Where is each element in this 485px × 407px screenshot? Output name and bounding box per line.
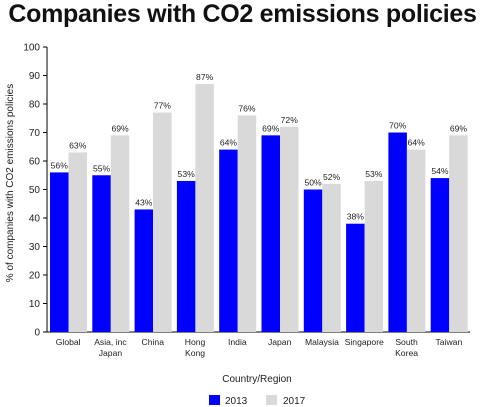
- x-tick-label: Hong Kong: [185, 337, 206, 358]
- y-tick-label: 60: [29, 157, 41, 168]
- data-label: 50%: [304, 178, 322, 188]
- y-tick-label: 30: [29, 242, 41, 253]
- bar-2013: [50, 172, 69, 332]
- y-tick-label: 20: [29, 271, 41, 282]
- x-tick-label-line: South: [395, 337, 418, 347]
- x-tick-label-line: Japan: [268, 337, 292, 347]
- x-tick-label-line: India: [228, 337, 247, 347]
- data-label: 52%: [323, 172, 341, 182]
- y-tick-label: 90: [29, 71, 41, 82]
- data-label: 64%: [408, 138, 426, 148]
- data-label: 53%: [178, 169, 196, 179]
- y-tick-label: 50: [29, 185, 41, 196]
- data-label: 76%: [238, 103, 256, 113]
- x-tick-label: Global: [56, 337, 81, 347]
- x-tick-label: Taiwan: [435, 337, 462, 347]
- bar-2013: [261, 135, 280, 332]
- x-tick-label: Japan: [268, 337, 292, 347]
- y-tick-label: 0: [34, 328, 40, 339]
- data-label: 64%: [220, 138, 238, 148]
- x-tick-label-line: Japan: [99, 348, 123, 358]
- x-tick-label-line: Singapore: [345, 337, 384, 347]
- bar-2017: [153, 112, 172, 332]
- bar-2017: [322, 183, 341, 332]
- data-label: 87%: [196, 72, 214, 82]
- x-tick-label-line: Hong: [185, 337, 206, 347]
- legend: 2013 2017: [209, 395, 306, 407]
- x-tick-label-line: Korea: [395, 348, 418, 358]
- x-tick-label: South Korea: [395, 337, 418, 358]
- bar-2013: [92, 175, 111, 332]
- y-tick-label: 100: [23, 43, 40, 54]
- x-tick-label-line: Kong: [185, 348, 205, 358]
- x-tick-label-line: Malaysia: [305, 337, 339, 347]
- bar-2013: [303, 189, 323, 332]
- bar-2017: [280, 126, 299, 332]
- data-label: 63%: [69, 140, 87, 150]
- bar-2017: [195, 84, 214, 332]
- x-tick-label-line: China: [142, 337, 165, 347]
- data-label: 53%: [365, 169, 383, 179]
- data-label: 69%: [111, 123, 129, 133]
- chart-title: Companies with CO2 emissions policies: [8, 0, 477, 28]
- bar-2013: [388, 132, 407, 332]
- y-tick-label: 80: [29, 100, 41, 111]
- bar-2017: [237, 115, 257, 333]
- data-label: 70%: [389, 121, 407, 131]
- bar-2017: [110, 135, 130, 332]
- data-label: 72%: [281, 115, 299, 125]
- data-label: 55%: [93, 163, 111, 173]
- bar-2013: [176, 180, 196, 332]
- y-tick-label: 40: [29, 214, 41, 225]
- x-tick-label: Asia, inc Japan: [94, 337, 127, 358]
- data-label: 56%: [51, 160, 69, 170]
- x-axis-label: Country/Region: [222, 374, 291, 385]
- y-axis-label: % of companies with CO2 emissions polici…: [5, 84, 16, 282]
- x-tick-label-line: Global: [56, 337, 81, 347]
- bar-2017: [406, 149, 426, 332]
- bar-2017: [449, 135, 468, 332]
- bar-2013: [430, 178, 450, 332]
- bar-2013: [134, 209, 154, 332]
- x-tick-label-line: Taiwan: [435, 337, 462, 347]
- plot-area: 0 10 20 30 40 50 60 70 80 90 100 56%63% Global 55% 69%…: [23, 43, 470, 358]
- x-tick-label-line: Asia, inc: [94, 337, 127, 347]
- bar-2017: [364, 180, 384, 332]
- data-label: 69%: [450, 123, 468, 133]
- y-tick-label: 10: [29, 299, 41, 310]
- bar-2017: [68, 152, 87, 332]
- legend-label: 2013: [225, 396, 248, 407]
- data-label: 69%: [262, 123, 280, 133]
- bar-2013: [346, 223, 365, 332]
- data-label: 43%: [135, 197, 153, 207]
- data-label: 77%: [154, 101, 172, 111]
- x-tick-label: Singapore: [345, 337, 384, 347]
- legend-swatch: [209, 395, 220, 405]
- data-label: 38%: [347, 212, 365, 222]
- bar-2013: [219, 149, 238, 332]
- x-tick-label: Malaysia: [305, 337, 339, 347]
- data-label: 54%: [431, 166, 449, 176]
- y-tick-label: 70: [29, 128, 41, 139]
- legend-swatch: [266, 395, 277, 405]
- x-tick-label: China: [142, 337, 165, 347]
- legend-label: 2017: [283, 396, 306, 407]
- x-tick-label: India: [228, 337, 247, 347]
